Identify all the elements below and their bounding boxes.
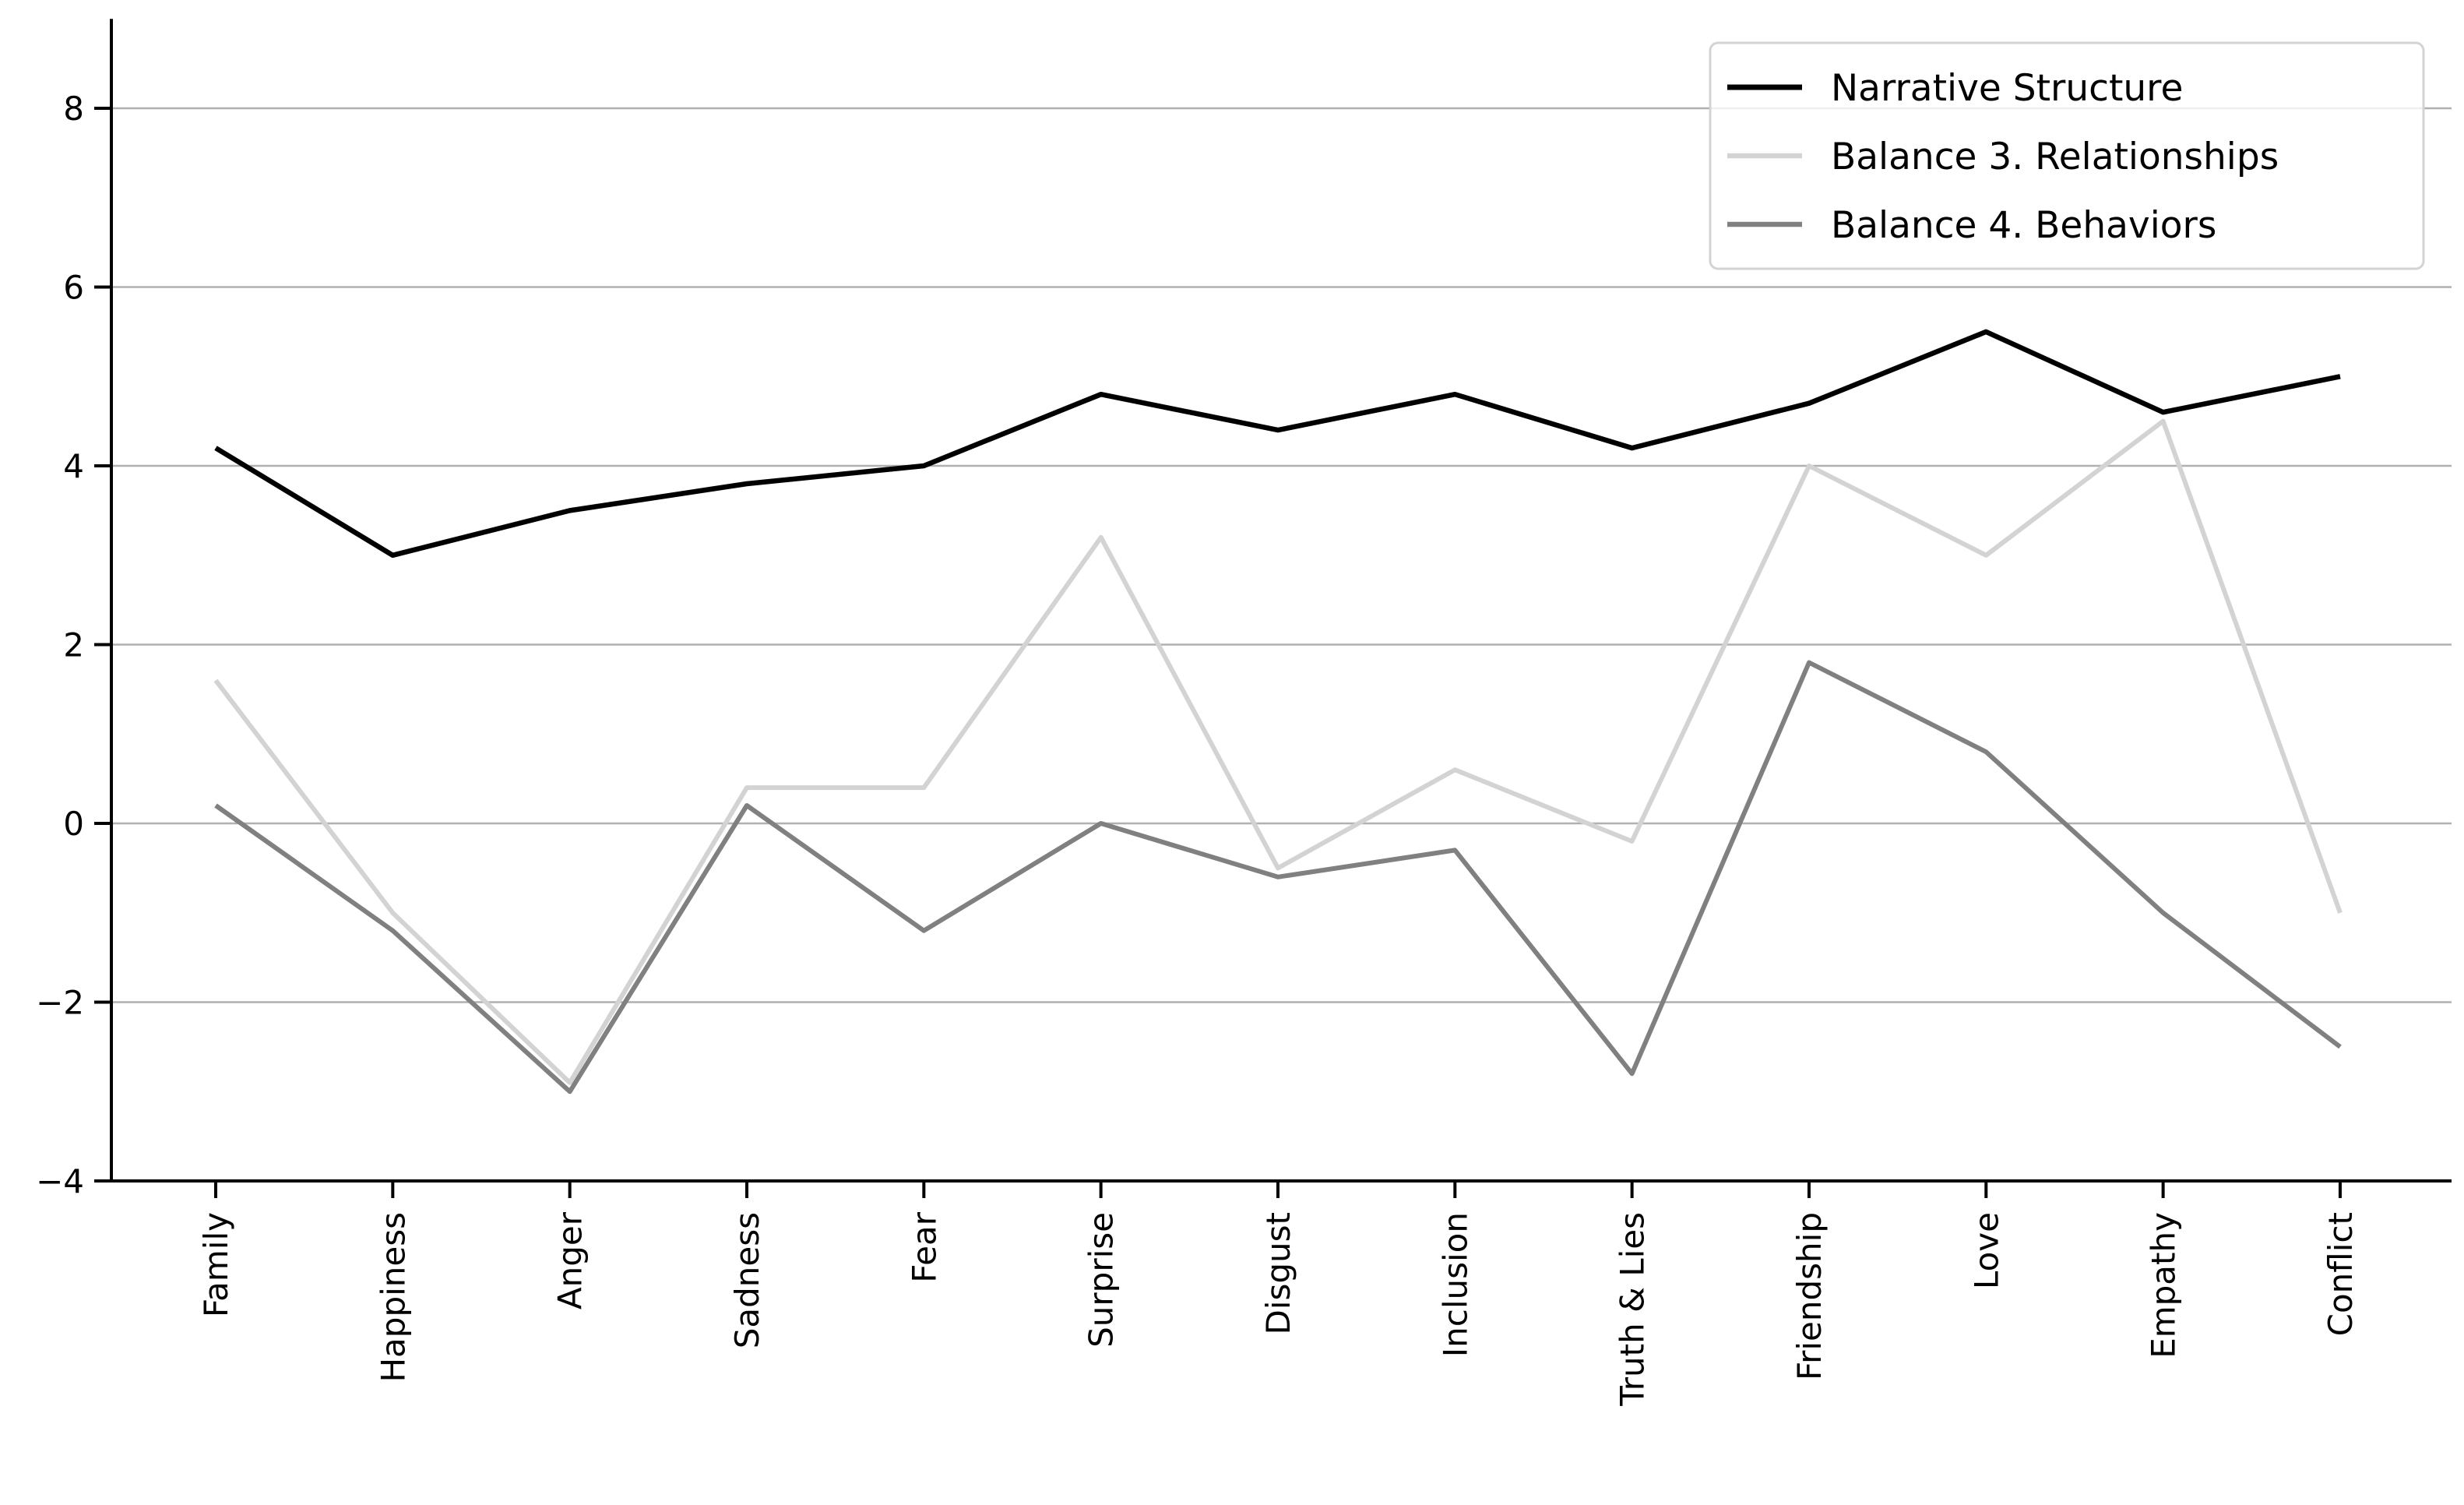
x-tick-label: Anger <box>551 1211 590 1309</box>
legend-label: Balance 4. Behaviors <box>1831 204 2216 247</box>
x-tick-label: Empathy <box>2145 1212 2183 1359</box>
legend-box <box>1709 41 2425 270</box>
legend-label: Balance 3. Relationships <box>1831 136 2279 178</box>
series-lines <box>213 329 2343 1094</box>
x-tick-label: Truth & Lies <box>1614 1212 1652 1407</box>
x-tick-label: Love <box>1967 1212 2005 1289</box>
y-tick-label: 2 <box>63 626 84 664</box>
x-tick-label: Disgust <box>1259 1212 1297 1335</box>
y-tick-label: 4 <box>63 447 84 485</box>
series-line-narrative-structure <box>214 329 2341 559</box>
legend-item: Balance 4. Behaviors <box>1727 204 2216 247</box>
y-tick-label: −4 <box>36 1162 84 1200</box>
y-tick-label: 6 <box>63 269 84 307</box>
x-tick-label: Happiness <box>374 1212 412 1383</box>
x-tick-label: Family <box>197 1212 235 1317</box>
x-tick-label: Sadness <box>728 1212 766 1348</box>
x-tick-label: Surprise <box>1082 1212 1121 1348</box>
series-line-balance-4-behaviors <box>214 660 2342 1094</box>
series-line-balance-3-relationships <box>213 418 2343 1085</box>
y-tick-label: 0 <box>63 805 84 843</box>
x-tick-label: Friendship <box>1790 1212 1829 1380</box>
x-tick-label: Fear <box>905 1211 943 1282</box>
axes: 8 6 4 2 0 −2 −4 Family Happiness Anger Sadness Fear… <box>36 19 2452 1407</box>
legend-item: Balance 3. Relationships <box>1727 136 2279 178</box>
x-tick-label: Inclusion <box>1436 1212 1474 1357</box>
legend-label: Narrative Structure <box>1831 67 2183 110</box>
x-tick-label: Conflict <box>2321 1212 2360 1336</box>
y-tick-label: −2 <box>36 984 84 1022</box>
legend-item: Narrative Structure <box>1727 67 2183 110</box>
legend: Narrative Structure Balance 3. Relationsh… <box>1709 41 2425 270</box>
y-tick-label: 8 <box>63 90 84 128</box>
